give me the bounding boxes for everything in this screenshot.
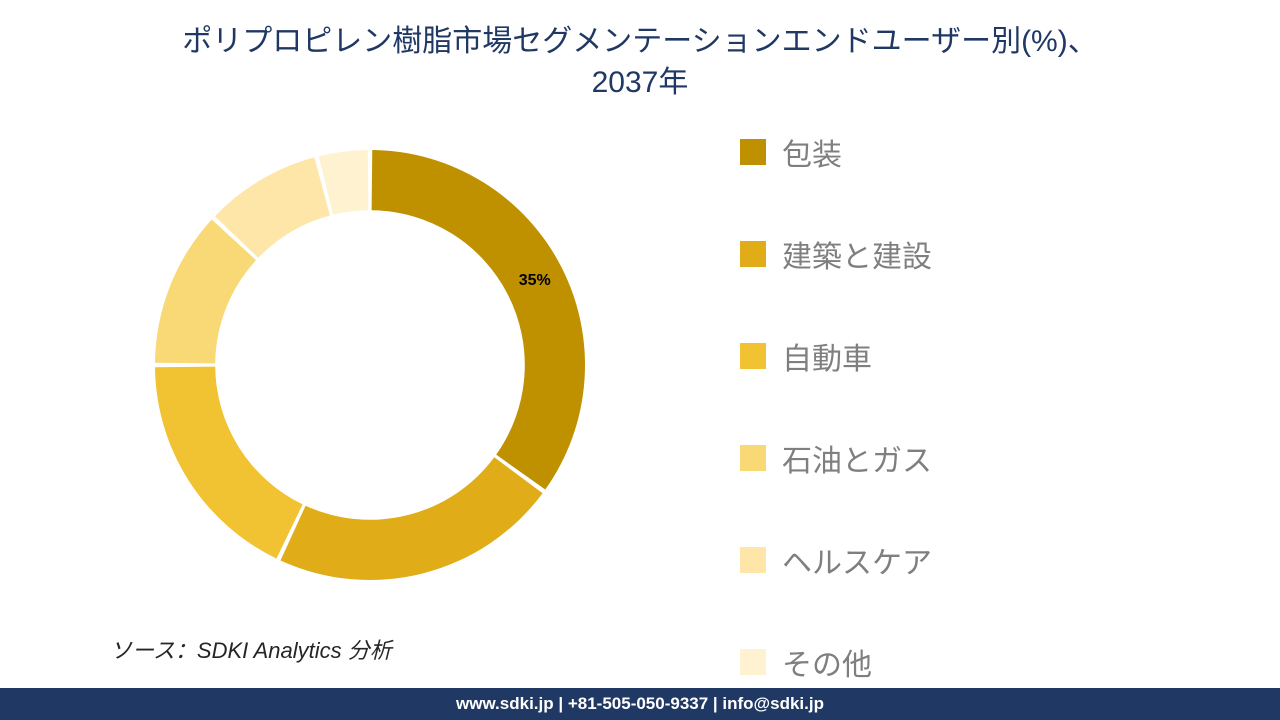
- legend-label: 建築と建設: [782, 232, 932, 276]
- donut-slice: [280, 457, 542, 580]
- donut-svg: [130, 125, 610, 605]
- donut-slice: [372, 150, 585, 490]
- legend-label: ヘルスケア: [782, 538, 932, 582]
- title-line-2: 2037年: [0, 63, 1280, 104]
- footer-bar: www.sdki.jp | +81-505-050-9337 | info@sd…: [0, 688, 1280, 720]
- title-line-1: ポリプロピレン樹脂市場セグメンテーションエンドユーザー別(%)、: [0, 22, 1280, 63]
- legend-item: 自動車: [740, 334, 1240, 378]
- legend-item: ヘルスケア: [740, 538, 1240, 582]
- legend-item: 建築と建設: [740, 232, 1240, 276]
- slice-value-label: 35%: [519, 272, 551, 290]
- legend-swatch: [740, 445, 766, 471]
- legend-swatch: [740, 139, 766, 165]
- donut-slice: [155, 367, 303, 559]
- legend-swatch: [740, 343, 766, 369]
- legend-label: 包装: [782, 130, 842, 174]
- legend-swatch: [740, 241, 766, 267]
- source-text: ソース：SDKI Analytics 分析: [110, 633, 392, 665]
- legend-item: その他: [740, 640, 1240, 684]
- legend-label: 自動車: [782, 334, 872, 378]
- legend-item: 包装: [740, 130, 1240, 174]
- chart-title: ポリプロピレン樹脂市場セグメンテーションエンドユーザー別(%)、 2037年: [0, 0, 1280, 103]
- legend-item: 石油とガス: [740, 436, 1240, 480]
- legend-swatch: [740, 649, 766, 675]
- footer-text: www.sdki.jp | +81-505-050-9337 | info@sd…: [456, 694, 824, 714]
- donut-chart: 35%: [130, 125, 610, 605]
- legend-label: その他: [782, 640, 872, 684]
- legend-swatch: [740, 547, 766, 573]
- legend-label: 石油とガス: [782, 436, 932, 480]
- legend: 包装建築と建設自動車石油とガスヘルスケアその他: [740, 130, 1240, 684]
